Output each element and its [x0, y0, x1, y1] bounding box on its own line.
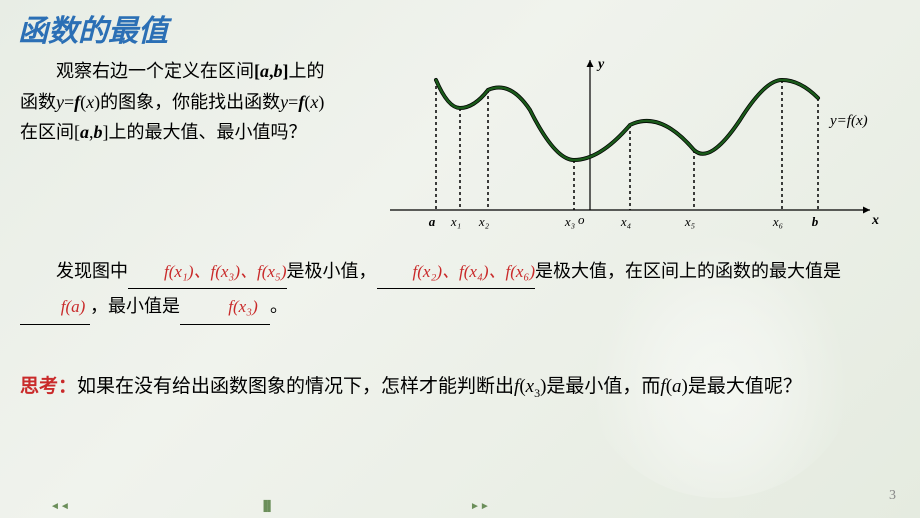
answer-maxima: f(x₂)、f(x₄)、f(x₆) [413, 262, 536, 281]
nav-next-button[interactable]: ►► [470, 501, 490, 512]
paragraph-question: 观察右边一个定义在区间[a,b]上的函数y=f(x)的图象，你能找出函数y=f(… [20, 56, 340, 148]
nav-play-button[interactable]: ▐▌ [260, 501, 274, 512]
svg-text:o: o [578, 212, 585, 227]
function-graph: y x o a x₁ x₂ x₃ x₄ x₅ x₆ b y=f(x) [370, 50, 890, 230]
svg-text:x₄: x₄ [620, 214, 632, 229]
svg-text:x₁: x₁ [450, 214, 461, 229]
svg-text:a: a [429, 214, 436, 229]
answer-max: f(a) [61, 297, 86, 316]
svg-text:x₅: x₅ [684, 214, 695, 229]
svg-text:x₃: x₃ [564, 214, 575, 229]
svg-text:y: y [596, 57, 605, 72]
nav-prev-button[interactable]: ◄◄ [50, 501, 70, 512]
svg-text:x₂: x₂ [478, 214, 490, 229]
page-title: 函数的最值 [18, 6, 168, 50]
svg-text:x: x [871, 213, 879, 228]
answer-min: f(x₃) [228, 297, 258, 316]
svg-text:b: b [812, 214, 819, 229]
svg-text:x₆: x₆ [772, 214, 783, 229]
svg-text:y=f(x): y=f(x) [828, 113, 868, 129]
paragraph-think: 思考：如果在没有给出函数图象的情况下，怎样才能判断出f(x3)是最小值，而f(a… [20, 370, 890, 404]
answer-minima: f(x₁)、f(x₃)、f(x₅) [164, 262, 287, 281]
page-number: 3 [889, 488, 896, 504]
think-label: 思考： [20, 376, 77, 397]
paragraph-findings: 发现图中f(x₁)、f(x₃)、f(x₅)是极小值，f(x₂)、f(x₄)、f(… [20, 254, 890, 325]
